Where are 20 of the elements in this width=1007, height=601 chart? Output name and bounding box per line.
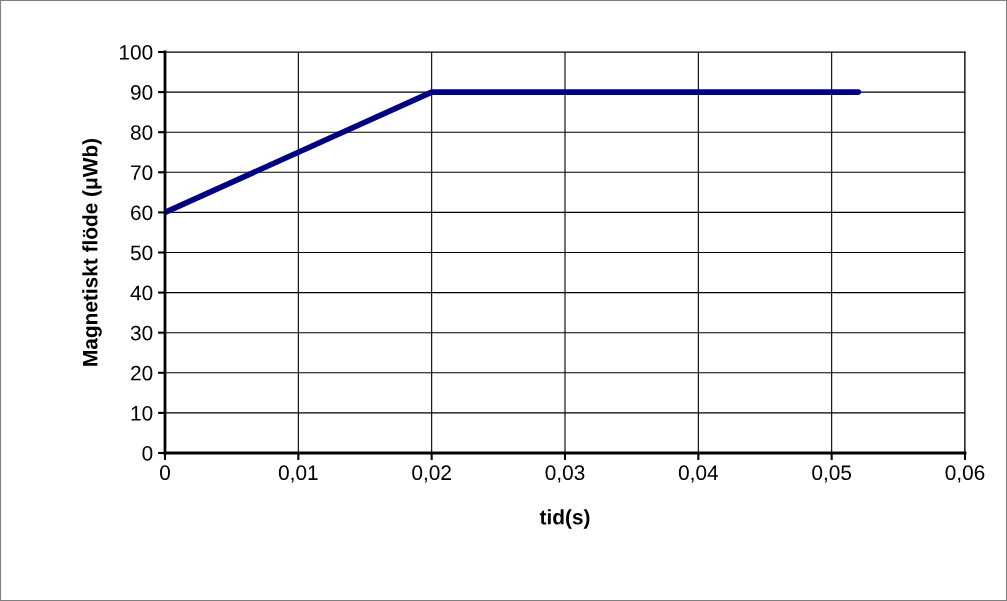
y-tick-label: 20: [131, 365, 153, 381]
y-tick-label: 100: [120, 45, 153, 60]
x-tick-label: 0,04: [678, 465, 718, 483]
y-tick-label: 80: [130, 125, 153, 140]
x-tick-label: 0,05: [812, 465, 852, 483]
y-tick-label: 60: [131, 205, 153, 221]
y-tick-label: 40: [130, 285, 153, 301]
y-tick-label: 70: [131, 165, 153, 181]
y-tick-label: 50: [130, 245, 153, 261]
y-tick-label: 90: [131, 85, 153, 100]
y-tick-label: 30: [130, 325, 153, 341]
x-axis-title: tid(s): [539, 509, 590, 529]
x-tick-label: 0: [160, 465, 170, 481]
y-axis-title: Magnetiskt flöde (μWb): [82, 138, 102, 366]
x-tick-label: 0,03: [545, 465, 585, 483]
y-tick-label: 10: [131, 405, 153, 421]
x-tick-label: 0,02: [412, 465, 451, 483]
y-tick-label: 0: [142, 446, 153, 461]
x-tick-label: 0,06: [945, 465, 985, 483]
x-tick-label: 0,01: [278, 465, 318, 483]
